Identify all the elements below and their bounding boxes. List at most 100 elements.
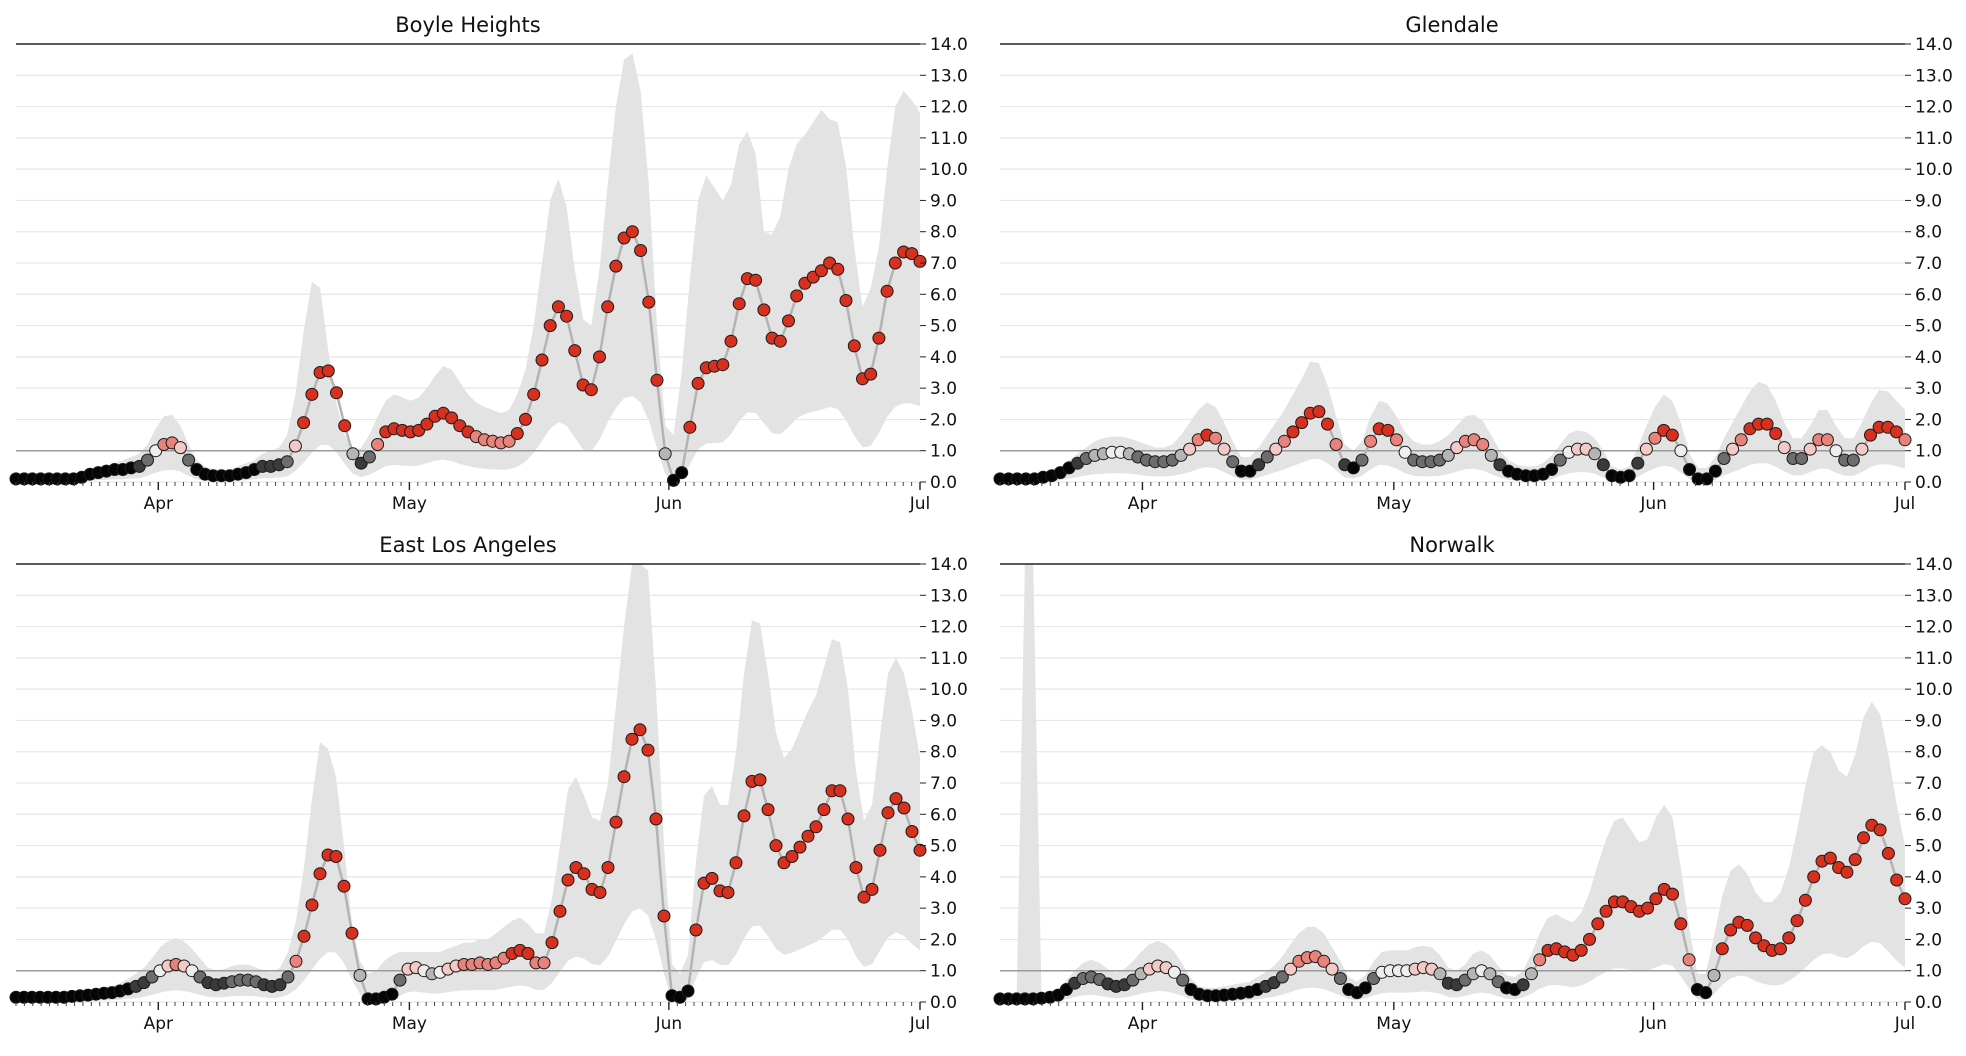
data-point: [297, 416, 311, 430]
y-tick-label: 2.0: [1915, 410, 1942, 430]
data-point: [601, 861, 615, 874]
data-point: [1846, 453, 1860, 467]
data-point: [873, 843, 887, 857]
data-point: [1857, 831, 1870, 845]
y-tick-label: 0.0: [930, 993, 957, 1013]
data-point: [675, 466, 689, 480]
data-point: [330, 386, 343, 400]
chart-panel-east-los-angeles: East Los Angeles 0.0 1.0 2.0 3.0 4.0 5.0 6.0 7.…: [9, 533, 968, 1034]
y-tick-label: 0.0: [1915, 473, 1942, 493]
y-tick-label: 9.0: [1915, 711, 1942, 731]
data-point: [535, 353, 549, 367]
data-point: [1398, 445, 1412, 459]
x-tick-label: Apr: [144, 1014, 173, 1034]
data-point: [1346, 461, 1360, 475]
data-point: [1639, 442, 1653, 456]
data-point: [141, 453, 154, 467]
data-point: [617, 770, 631, 784]
uncertainty-band: [16, 53, 920, 483]
data-point: [913, 843, 927, 857]
data-point: [737, 809, 751, 823]
data-point: [1898, 892, 1912, 906]
data-point: [1390, 433, 1403, 447]
data-point: [601, 300, 615, 314]
data-point: [888, 256, 902, 270]
data-point: [521, 947, 535, 960]
y-tick-label: 6.0: [930, 285, 957, 305]
y-tick-label: 14.0: [930, 35, 968, 55]
y-tick-label: 1.0: [930, 962, 957, 982]
data-point: [1599, 904, 1613, 918]
data-point: [329, 850, 343, 863]
data-point: [691, 376, 705, 390]
y-tick-label: 8.0: [1915, 743, 1942, 763]
y-tick-label: 1.0: [1915, 442, 1942, 462]
data-point: [872, 331, 886, 345]
y-tick-label: 14.0: [1915, 555, 1953, 575]
y-tick-label: 11.0: [1915, 129, 1953, 149]
data-point: [1333, 972, 1347, 985]
data-point: [371, 438, 385, 451]
data-point: [1355, 453, 1369, 467]
y-tick-label: 9.0: [930, 711, 957, 731]
data-point: [1699, 986, 1713, 1000]
y-tick-label: 9.0: [1915, 191, 1942, 211]
data-point: [577, 867, 591, 881]
data-point: [1782, 931, 1796, 945]
data-point: [305, 898, 319, 912]
data-point: [705, 871, 719, 885]
data-point: [289, 954, 303, 968]
y-tick-label: 8.0: [1915, 223, 1942, 243]
y-tick-label: 5.0: [1915, 837, 1942, 857]
y-tick-label: 12.0: [930, 98, 968, 118]
data-point: [1715, 942, 1729, 956]
data-point: [545, 936, 559, 950]
data-point: [880, 284, 894, 298]
data-point: [1260, 450, 1274, 464]
data-point: [689, 923, 703, 937]
x-tick-label: Jun: [1639, 494, 1667, 514]
data-point: [1881, 846, 1895, 860]
data-point: [634, 244, 648, 257]
data-point: [393, 973, 407, 987]
data-point: [1545, 463, 1559, 476]
data-point: [1889, 425, 1903, 439]
y-tick-label: 3.0: [930, 379, 957, 399]
data-point: [841, 812, 855, 826]
data-point: [650, 373, 664, 387]
data-point: [1583, 932, 1596, 946]
chart-panel-boyle-heights: Boyle Heights 0.0 1.0 2.0 3.0 4.0 5.0 6.0 7.0 8.…: [9, 13, 968, 514]
y-tick-label: 12.0: [1915, 618, 1953, 638]
data-point: [1707, 968, 1721, 982]
data-point: [897, 801, 911, 815]
data-point: [839, 294, 853, 307]
y-tick-label: 6.0: [1915, 805, 1942, 825]
data-point: [1226, 455, 1240, 469]
x-tick-label: May: [1376, 1014, 1411, 1034]
data-point: [280, 455, 294, 469]
data-point: [1674, 917, 1688, 931]
data-point: [749, 273, 763, 287]
data-point: [1769, 427, 1783, 440]
data-point: [1790, 914, 1804, 928]
data-point: [1433, 967, 1447, 981]
data-point: [1724, 923, 1738, 937]
chart-panel-norwalk: Norwalk 0.0 1.0 2.0 3.0 4.0 5.0 6.0 7.0 8.0 9.0 10…: [993, 533, 1953, 1034]
data-point: [510, 427, 524, 440]
y-tick-label: 3.0: [930, 899, 957, 919]
data-point: [1483, 967, 1497, 981]
data-point: [721, 886, 735, 899]
data-point: [1631, 456, 1645, 470]
data-point: [1649, 892, 1663, 906]
data-point: [560, 309, 574, 323]
data-point: [793, 840, 807, 854]
data-point: [1476, 438, 1490, 451]
chart-title: Glendale: [1405, 13, 1498, 37]
x-tick-label: Jul: [1894, 494, 1916, 514]
data-point: [1284, 962, 1298, 976]
data-point: [641, 743, 655, 757]
data-point: [1674, 444, 1688, 458]
y-tick-label: 11.0: [1915, 649, 1953, 669]
data-point: [667, 473, 680, 487]
y-tick-label: 14.0: [930, 555, 968, 575]
